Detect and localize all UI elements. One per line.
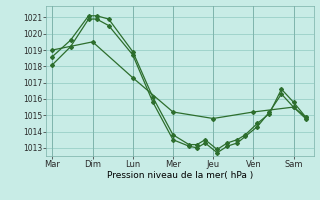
X-axis label: Pression niveau de la mer( hPa ): Pression niveau de la mer( hPa ): [107, 171, 253, 180]
